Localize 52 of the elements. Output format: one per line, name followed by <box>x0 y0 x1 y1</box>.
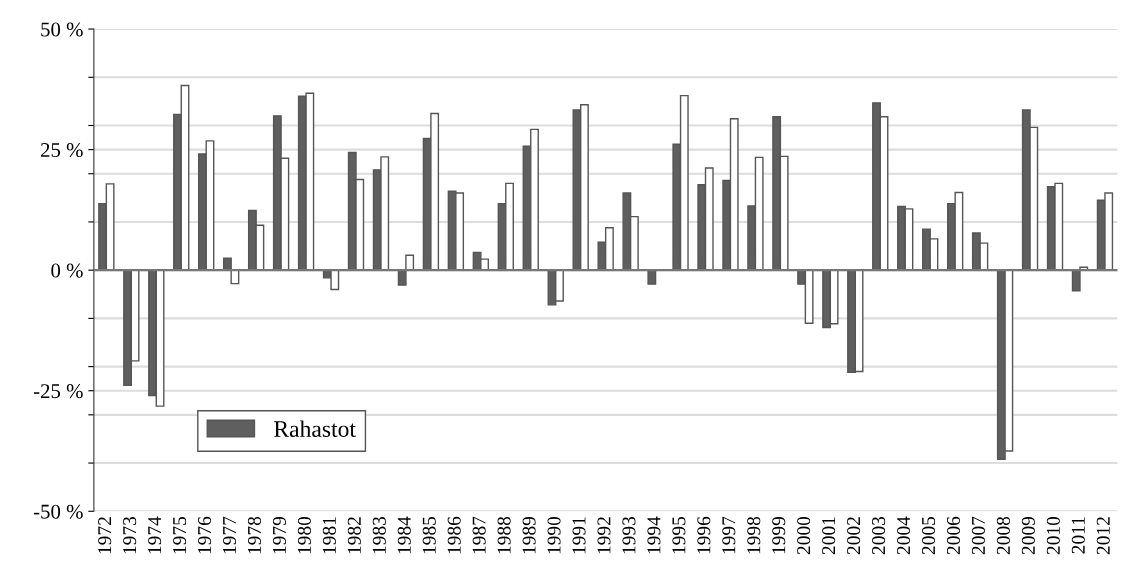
legend-label: Rahastot <box>274 420 356 438</box>
x-tick-label: 1997 <box>722 516 736 554</box>
x-tick-label: 1987 <box>472 516 486 554</box>
x-tick-label: 1996 <box>697 516 711 554</box>
y-tick-label: 50 % <box>41 22 83 37</box>
x-tick-label: 2002 <box>847 517 861 555</box>
x-tick-label: 1985 <box>422 516 436 554</box>
y-tick-label: -25 % <box>33 384 83 399</box>
x-tick-label: 2008 <box>996 516 1010 555</box>
x-tick-label: 1995 <box>672 516 686 554</box>
bar <box>1071 269 1081 292</box>
x-tick-label: 1973 <box>123 516 137 554</box>
x-tick-label: 2004 <box>896 516 911 555</box>
x-tick-label: 1982 <box>347 517 361 554</box>
y-tick-label: -50 % <box>33 504 83 519</box>
x-tick-label: 2007 <box>971 516 985 555</box>
x-tick-label: 1999 <box>772 516 786 554</box>
bar <box>222 257 232 271</box>
x-tick-label: 1991 <box>572 517 586 554</box>
bar <box>647 269 657 285</box>
x-tick-label: 1988 <box>497 516 511 554</box>
x-tick-label: 1983 <box>372 516 386 554</box>
x-tick-label: 1972 <box>98 517 112 554</box>
x-tick-label: 1979 <box>272 516 286 554</box>
x-tick-label: 2001 <box>822 517 836 555</box>
x-tick-label: 1981 <box>322 517 336 554</box>
x-tick-label: 2010 <box>1046 516 1060 555</box>
x-tick-label: 2009 <box>1021 516 1035 555</box>
x-tick-label: 1974 <box>148 516 162 554</box>
x-tick-label: 1986 <box>447 516 461 554</box>
bar <box>397 269 407 286</box>
x-tick-label: 1978 <box>247 516 262 554</box>
x-tick-label: 1998 <box>747 516 761 554</box>
x-tick-label: 1989 <box>522 516 536 554</box>
x-tick-label: 2005 <box>921 516 936 555</box>
x-tick-label: 2011 <box>1071 517 1085 554</box>
x-tick-label: 2012 <box>1096 517 1110 555</box>
y-tick-label: 25 % <box>40 142 83 158</box>
x-tick-label: 1976 <box>198 516 212 554</box>
x-tick-label: 1975 <box>173 516 187 554</box>
x-tick-label: 1993 <box>622 516 636 554</box>
x-tick-label: 1980 <box>297 516 311 554</box>
x-tick-label: 1984 <box>397 516 411 554</box>
x-tick-label: 1992 <box>597 517 611 554</box>
x-tick-label: 1990 <box>547 516 561 554</box>
x-tick-label: 2003 <box>872 516 886 555</box>
y-tick-label: 0 % <box>51 263 83 278</box>
bar <box>230 269 240 285</box>
x-tick-label: 2006 <box>946 516 961 555</box>
x-tick-label: 2000 <box>797 516 811 555</box>
x-tick-label: 1977 <box>222 516 237 554</box>
x-tick-label: 1994 <box>647 516 661 554</box>
